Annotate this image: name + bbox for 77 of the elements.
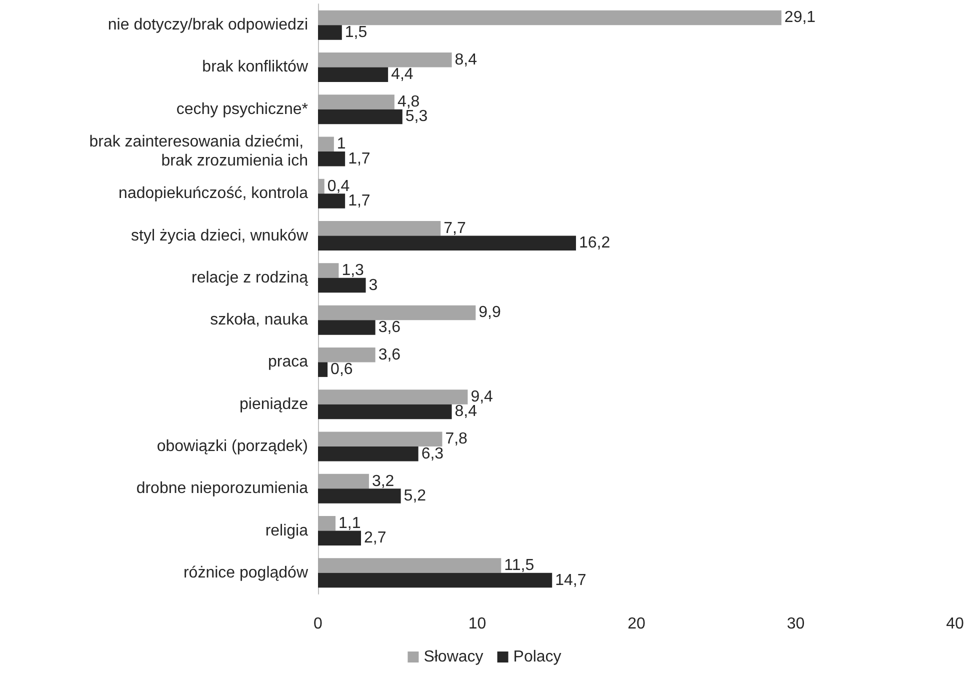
data-label: 1,7	[348, 150, 370, 168]
legend-label: Polacy	[513, 648, 562, 666]
data-label: 9,9	[478, 304, 501, 322]
y-tick-label: cechy psychiczne*	[176, 100, 308, 118]
bar	[318, 94, 394, 110]
y-tick-label: praca	[268, 354, 308, 371]
bar	[318, 516, 336, 531]
data-label: 3,2	[372, 472, 394, 490]
data-label: 3,6	[378, 346, 401, 364]
y-tick-label: nadopiekuńczość, kontrola	[118, 185, 308, 202]
data-label: 29,1	[784, 9, 816, 26]
x-tick-label: 40	[946, 616, 964, 632]
y-tick-label: brak konfliktów	[202, 58, 308, 76]
y-tick-label: obowiązki (porządek)	[156, 438, 308, 455]
bar	[318, 194, 346, 208]
bar	[318, 136, 334, 152]
bar	[318, 278, 366, 293]
data-label: 4,4	[391, 66, 414, 84]
legend-label: Słowacy	[424, 648, 484, 666]
data-label: 1	[336, 136, 346, 153]
y-tick-label: religia	[265, 522, 308, 540]
data-label: 8,4	[454, 51, 478, 68]
bar	[318, 305, 476, 320]
data-label: 1,5	[344, 24, 368, 41]
data-label: 16,2	[578, 234, 610, 252]
y-tick-label: drobne nieporozumienia	[136, 480, 308, 498]
y-tick-label: szkoła, nauka	[210, 312, 308, 329]
bar	[318, 25, 342, 40]
x-tick-label: 0	[314, 616, 323, 632]
y-tick-label: relacje z rodziną	[192, 269, 308, 286]
bar	[318, 572, 552, 588]
y-tick-label: nie dotyczy/brak odpowiedzi	[108, 16, 308, 34]
data-label: 9,4	[470, 388, 494, 406]
bar	[318, 488, 401, 504]
x-tick-label: 20	[628, 616, 646, 632]
data-label: 0,6	[330, 361, 353, 378]
y-tick-label: różnice poglądów	[183, 564, 308, 582]
bar	[318, 390, 468, 404]
bar	[318, 178, 324, 194]
bar	[318, 109, 402, 124]
bar	[318, 52, 452, 68]
data-label: 5,2	[404, 488, 426, 505]
bar	[318, 558, 502, 573]
data-label: 1,3	[342, 262, 364, 280]
bar	[318, 362, 328, 377]
y-tick-label: pieniądze	[240, 396, 308, 413]
data-label: 14,7	[555, 572, 586, 589]
data-label: 11,5	[504, 557, 534, 574]
bar	[318, 221, 441, 236]
bar	[318, 263, 339, 278]
bar	[318, 446, 418, 462]
bar	[318, 67, 388, 82]
bar	[318, 474, 369, 489]
data-label: 1,7	[348, 192, 370, 210]
bar	[318, 530, 361, 546]
bar	[318, 404, 452, 420]
data-label: 3	[368, 276, 378, 294]
x-tick-label: 10	[468, 616, 486, 632]
y-tick-label: styl życia dzieci, wnuków	[131, 227, 308, 244]
bar	[318, 320, 376, 335]
data-label: 7,8	[445, 430, 468, 448]
data-label: 2,7	[364, 530, 386, 547]
bar	[318, 152, 346, 166]
data-label: 1,1	[338, 514, 361, 532]
y-tick-label: brak zainteresowania dziećmi, brak zrozumienia ich	[89, 134, 308, 170]
data-label: 4,8	[397, 93, 420, 110]
bar	[318, 432, 442, 446]
bar	[318, 10, 782, 26]
data-label: 7,7	[444, 220, 466, 237]
data-label: 8,4	[454, 403, 478, 420]
bar	[318, 236, 576, 251]
x-tick-label: 30	[786, 616, 805, 632]
data-label: 3,6	[378, 318, 401, 336]
bar	[318, 347, 376, 362]
data-label: 0,4	[327, 178, 350, 195]
data-label: 5,3	[405, 108, 428, 126]
data-label: 6,3	[421, 445, 444, 462]
